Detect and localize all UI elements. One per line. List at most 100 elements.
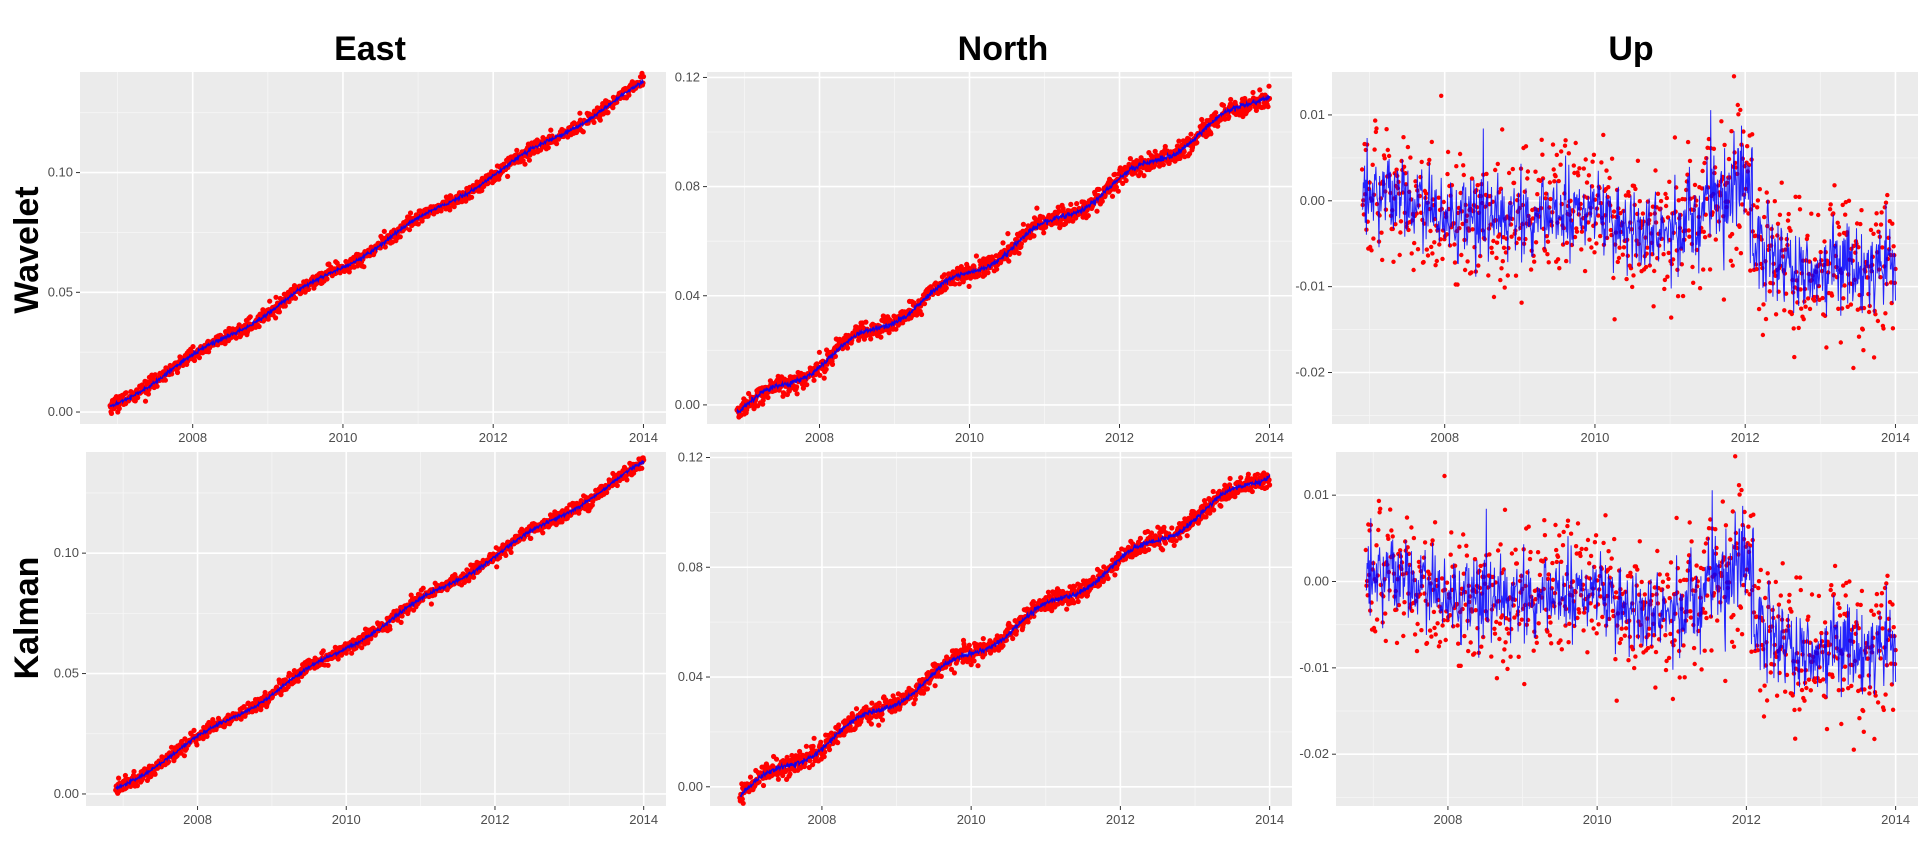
observed-point — [1369, 248, 1374, 253]
observed-point — [1669, 315, 1674, 320]
y-tick-label: 0.08 — [678, 559, 703, 574]
y-tick-label: 0.12 — [678, 449, 703, 464]
observed-point — [1494, 255, 1499, 261]
observed-point — [142, 398, 149, 404]
observed-point — [1386, 153, 1392, 159]
observed-point — [811, 735, 817, 741]
observed-point — [821, 375, 827, 381]
observed-point — [1611, 209, 1617, 214]
observed-point — [826, 747, 833, 753]
observed-point — [1516, 236, 1522, 241]
observed-point — [1401, 135, 1406, 140]
observed-point — [528, 535, 534, 542]
observed-point — [1676, 198, 1681, 203]
observed-point — [1528, 267, 1534, 272]
observed-point — [1427, 157, 1432, 163]
observed-point — [1412, 240, 1417, 246]
observed-point — [1713, 237, 1719, 242]
observed-point — [836, 722, 842, 728]
observed-point — [1851, 365, 1856, 371]
observed-point — [1754, 266, 1759, 272]
observed-point — [1799, 306, 1804, 311]
observed-point — [863, 319, 869, 325]
observed-point — [1109, 193, 1116, 199]
observed-point — [522, 161, 528, 167]
observed-point — [1498, 277, 1503, 283]
observed-point — [292, 295, 299, 301]
observed-point — [128, 389, 134, 395]
y-tick-label: 0.04 — [675, 288, 700, 303]
observed-point — [1591, 152, 1597, 157]
observed-point — [1034, 205, 1040, 211]
observed-point — [1555, 257, 1561, 262]
observed-point — [222, 341, 228, 347]
observed-point — [1452, 242, 1457, 247]
x-tick-label: 2014 — [1255, 430, 1284, 445]
observed-point — [1016, 250, 1022, 256]
y-tick-label: 0.00 — [678, 779, 703, 794]
observed-point — [1633, 186, 1638, 192]
observed-point — [740, 800, 746, 806]
observed-point — [1745, 144, 1750, 149]
observed-point — [1890, 326, 1896, 331]
observed-point — [1755, 198, 1761, 203]
observed-point — [1651, 304, 1656, 309]
observed-point — [1382, 156, 1387, 161]
observed-point — [1523, 144, 1529, 149]
observed-point — [965, 264, 971, 270]
observed-point — [1820, 295, 1825, 301]
observed-point — [1661, 252, 1666, 257]
x-tick-label: 2014 — [1881, 430, 1910, 445]
observed-point — [1729, 231, 1735, 237]
x-tick-label: 2014 — [629, 430, 658, 445]
observed-point — [1617, 245, 1622, 250]
observed-point — [1399, 158, 1404, 164]
observed-point — [1491, 294, 1497, 300]
observed-point — [1493, 167, 1498, 173]
observed-point — [591, 119, 597, 125]
observed-point — [1020, 221, 1026, 227]
observed-point — [273, 294, 279, 300]
observed-point — [1707, 267, 1713, 272]
observed-point — [494, 564, 500, 570]
observed-point — [508, 549, 514, 556]
observed-point — [1721, 297, 1727, 302]
observed-point — [1425, 253, 1431, 258]
x-tick-label: 2008 — [178, 430, 207, 445]
observed-point — [614, 482, 620, 489]
observed-point — [1031, 233, 1037, 239]
observed-point — [1722, 142, 1727, 148]
observed-point — [794, 391, 800, 397]
observed-point — [1858, 221, 1863, 227]
observed-point — [1455, 282, 1460, 287]
observed-point — [804, 382, 810, 388]
observed-point — [526, 157, 533, 163]
observed-point — [1791, 326, 1796, 331]
observed-point — [1865, 275, 1871, 280]
observed-point — [773, 756, 780, 762]
observed-point — [191, 727, 197, 734]
observed-point — [1380, 257, 1385, 263]
observed-point — [1702, 235, 1708, 240]
observed-point — [1785, 218, 1791, 223]
observed-point — [1586, 173, 1592, 178]
observed-point — [1539, 137, 1544, 142]
observed-point — [829, 361, 836, 367]
observed-point — [844, 345, 851, 351]
observed-point — [932, 683, 938, 689]
observed-point — [1666, 250, 1671, 256]
observed-point — [397, 234, 403, 240]
observed-point — [780, 390, 787, 396]
observed-point — [1417, 193, 1423, 199]
observed-point — [1384, 127, 1389, 132]
observed-point — [1662, 286, 1667, 292]
observed-point — [419, 218, 425, 224]
observed-point — [1760, 332, 1766, 338]
observed-point — [1573, 140, 1578, 146]
observed-point — [879, 717, 886, 723]
observed-point — [1777, 212, 1783, 217]
x-tick-label: 2008 — [807, 812, 836, 827]
observed-point — [1563, 138, 1568, 143]
observed-point — [1494, 240, 1500, 245]
